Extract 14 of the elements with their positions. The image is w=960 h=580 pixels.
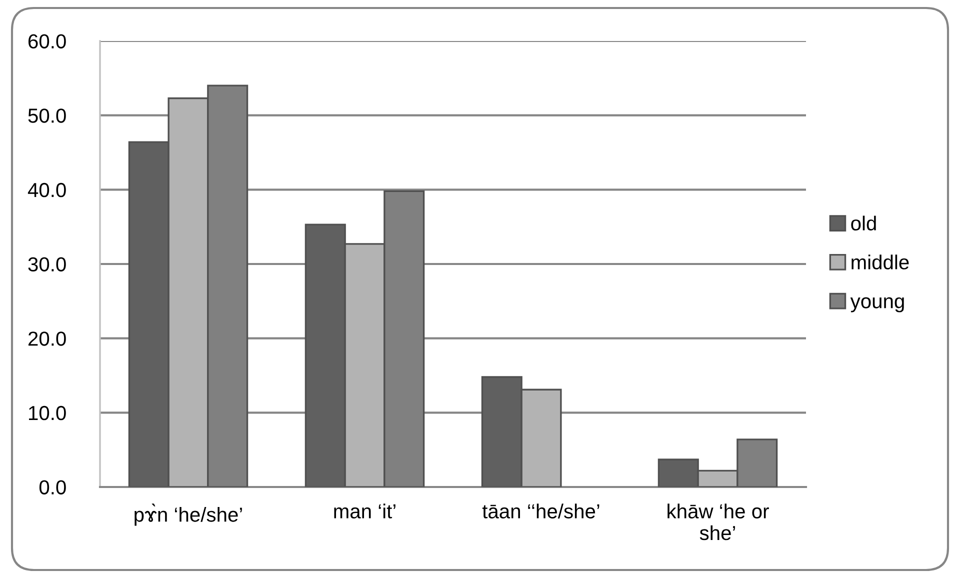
x-tick-label: pɤ̀n ‘he/she’: [134, 504, 242, 526]
x-tick-label: khāw ‘he or she’: [668, 504, 769, 540]
y-tick-label: 10.0: [29, 406, 66, 420]
y-tick-label: 0.0: [39, 480, 66, 494]
y-tick-label: 50.0: [28, 108, 66, 123]
legend-label: middle: [852, 254, 909, 270]
legend-label: young: [850, 297, 904, 312]
legend-label: old: [851, 216, 876, 230]
y-tick-label: 60.0: [28, 34, 66, 48]
y-tick-label: 20.0: [28, 332, 66, 346]
x-tick-label: tāan ‘‘he/she’: [482, 504, 600, 518]
x-tick-label: man ‘it’: [334, 504, 396, 518]
y-tick-label: 40.0: [28, 182, 66, 198]
y-tick-label: 30.0: [28, 257, 66, 272]
